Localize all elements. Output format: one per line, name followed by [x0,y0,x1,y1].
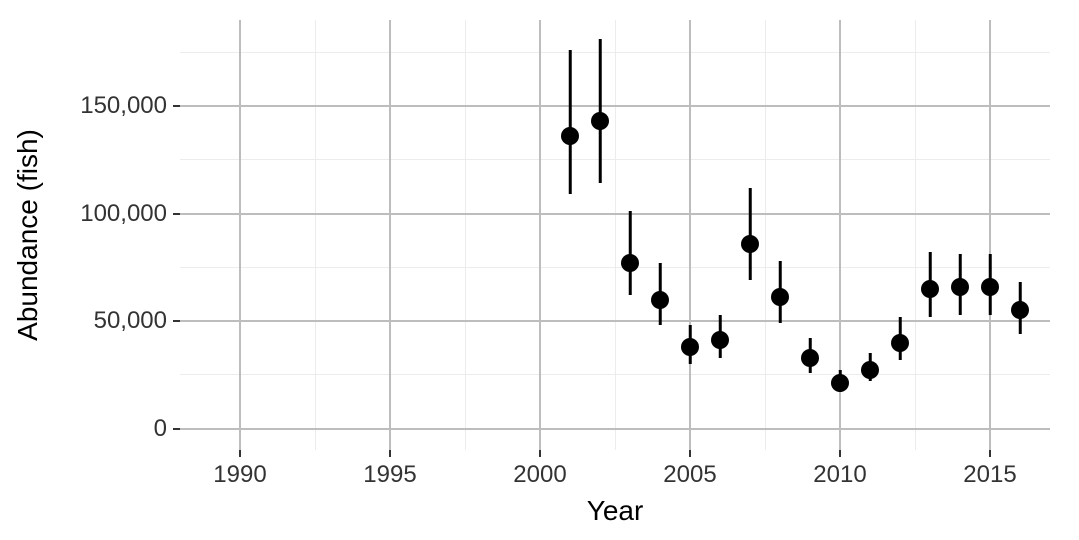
grid-minor-vertical [615,20,616,450]
y-tick-label: 100,000 [80,200,167,228]
y-tick-label: 50,000 [94,307,167,335]
grid-major-horizontal [180,320,1050,322]
y-axis-title: Abundance (fish) [12,129,44,341]
data-point [801,349,819,367]
y-tick-label: 0 [154,415,167,443]
x-tick-label: 1990 [213,461,266,489]
error-bar [569,50,572,194]
data-point [891,334,909,352]
x-tick-label: 2010 [813,461,866,489]
data-point [771,288,789,306]
chart-figure: 1990 1995 2000 2005 2010 2015 0 50,000 100,000 1… [0,0,1079,540]
data-point [861,361,879,379]
grid-minor-vertical [765,20,766,450]
y-tick-mark [173,105,180,107]
data-point [1011,301,1029,319]
data-point [831,374,849,392]
x-tick-label: 2000 [513,461,566,489]
grid-minor-horizontal [180,52,1050,53]
data-point [651,291,669,309]
y-tick-label: 150,000 [80,92,167,120]
grid-major-horizontal [180,428,1050,430]
y-tick-mark [173,428,180,430]
data-point [921,280,939,298]
x-tick-mark [539,450,541,457]
data-point [621,254,639,272]
x-tick-label: 2005 [663,461,716,489]
grid-minor-vertical [915,20,916,450]
plot-panel [180,20,1050,450]
grid-major-vertical [689,20,691,450]
grid-minor-vertical [315,20,316,450]
x-tick-mark [989,450,991,457]
grid-minor-horizontal [180,159,1050,160]
data-point [981,278,999,296]
x-axis-title: Year [587,495,644,527]
data-point [711,331,729,349]
data-point [951,278,969,296]
x-tick-mark [389,450,391,457]
grid-major-vertical [539,20,541,450]
x-tick-mark [239,450,241,457]
grid-minor-horizontal [180,267,1050,268]
x-tick-label: 2015 [963,461,1016,489]
x-tick-mark [839,450,841,457]
grid-major-horizontal [180,105,1050,107]
grid-minor-horizontal [180,374,1050,375]
grid-minor-vertical [465,20,466,450]
data-point [741,235,759,253]
grid-major-vertical [239,20,241,450]
data-point [561,127,579,145]
grid-major-vertical [989,20,991,450]
grid-major-horizontal [180,213,1050,215]
data-point [591,112,609,130]
x-tick-label: 1995 [363,461,416,489]
x-tick-mark [689,450,691,457]
y-tick-mark [173,320,180,322]
y-tick-mark [173,213,180,215]
grid-major-vertical [389,20,391,450]
data-point [681,338,699,356]
